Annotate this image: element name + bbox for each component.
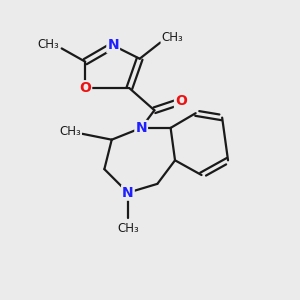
Text: CH₃: CH₃ — [60, 125, 81, 138]
Text: N: N — [122, 186, 134, 200]
Text: N: N — [135, 121, 147, 135]
Text: CH₃: CH₃ — [161, 31, 183, 44]
Text: O: O — [175, 94, 187, 108]
Text: N: N — [107, 38, 119, 52]
Text: O: O — [79, 81, 91, 95]
Text: CH₃: CH₃ — [117, 221, 139, 235]
Text: CH₃: CH₃ — [38, 38, 59, 50]
